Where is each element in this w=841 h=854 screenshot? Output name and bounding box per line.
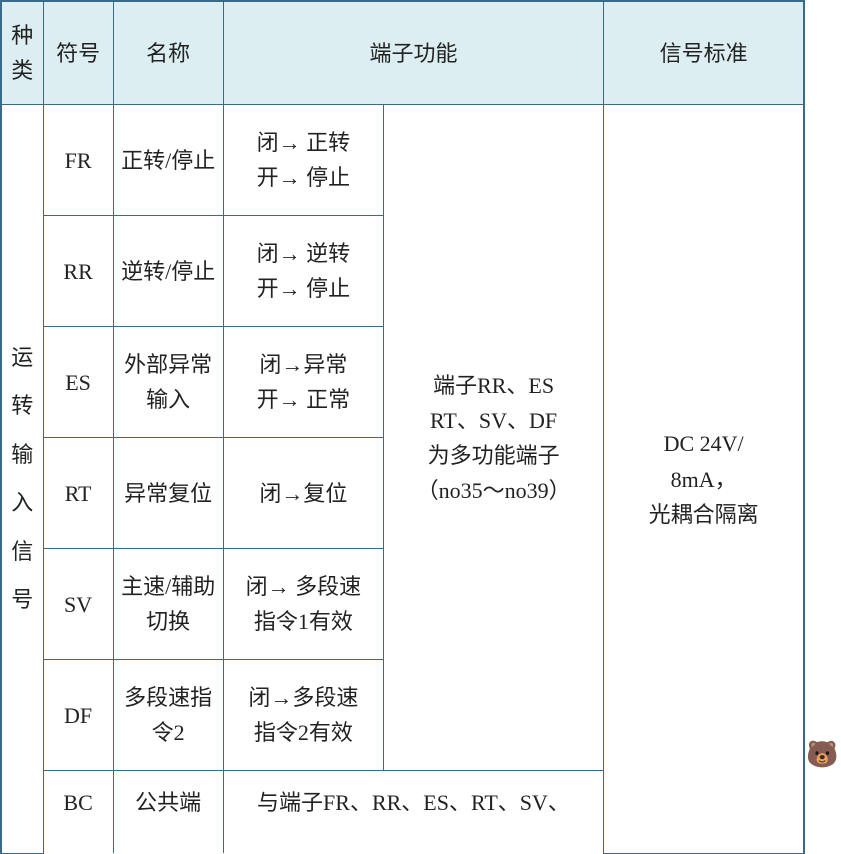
mascot-icon: 🐻 — [806, 742, 834, 778]
symbol-cell: FR — [43, 105, 113, 216]
func-cell: 闭→ 多段速指令1有效 — [223, 549, 383, 660]
name-cell: 公共端 — [113, 771, 223, 854]
table-header-row: 种类 符号 名称 端子功能 信号标准 — [1, 1, 804, 105]
header-signal: 信号标准 — [604, 1, 804, 105]
header-symbol: 符号 — [43, 1, 113, 105]
func-cell: 闭→ 逆转开→ 停止 — [223, 216, 383, 327]
name-cell: 外部异常输入 — [113, 327, 223, 438]
category-cell: 运转输入信号 — [1, 105, 43, 854]
header-category: 种类 — [1, 1, 43, 105]
symbol-cell: SV — [43, 549, 113, 660]
func-cell: 闭→复位 — [223, 438, 383, 549]
name-cell: 主速/辅助切换 — [113, 549, 223, 660]
header-func: 端子功能 — [223, 1, 603, 105]
header-name: 名称 — [113, 1, 223, 105]
name-cell: 多段速指令2 — [113, 660, 223, 771]
func-cell: 与端子FR、RR、ES、RT、SV、 — [223, 771, 603, 854]
name-cell: 逆转/停止 — [113, 216, 223, 327]
shared-func-note: 端子RR、ESRT、SV、DF为多功能端子（no35～no39） — [383, 105, 603, 771]
table-row: 运转输入信号 FR 正转/停止 闭→ 正转开→ 停止 端子RR、ESRT、SV、… — [1, 105, 804, 216]
symbol-cell: BC — [43, 771, 113, 854]
func-cell: 闭→多段速指令2有效 — [223, 660, 383, 771]
symbol-cell: RT — [43, 438, 113, 549]
signal-note: DC 24V/8mA，光耦合隔离 — [604, 105, 804, 854]
func-cell: 闭→ 正转开→ 停止 — [223, 105, 383, 216]
name-cell: 异常复位 — [113, 438, 223, 549]
func-cell: 闭→异常开→ 正常 — [223, 327, 383, 438]
symbol-cell: RR — [43, 216, 113, 327]
name-cell: 正转/停止 — [113, 105, 223, 216]
terminal-spec-table: 种类 符号 名称 端子功能 信号标准 运转输入信号 FR 正转/停止 闭→ 正转… — [0, 0, 805, 854]
symbol-cell: ES — [43, 327, 113, 438]
symbol-cell: DF — [43, 660, 113, 771]
